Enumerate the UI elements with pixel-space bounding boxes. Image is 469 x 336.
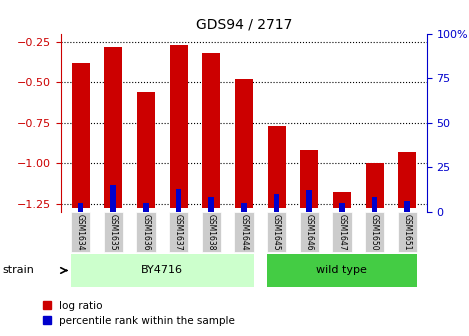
Bar — [404, 201, 410, 212]
Bar — [398, 152, 416, 208]
FancyBboxPatch shape — [71, 254, 254, 287]
Bar — [339, 203, 345, 212]
Text: wild type: wild type — [317, 265, 367, 276]
Bar — [306, 190, 312, 212]
Text: GSM1650: GSM1650 — [370, 213, 379, 250]
Text: GSM1651: GSM1651 — [403, 214, 412, 250]
FancyBboxPatch shape — [398, 212, 417, 252]
Text: GSM1635: GSM1635 — [109, 213, 118, 250]
Bar — [170, 45, 188, 208]
Bar — [143, 203, 149, 212]
FancyBboxPatch shape — [267, 212, 286, 252]
FancyBboxPatch shape — [365, 212, 384, 252]
FancyBboxPatch shape — [267, 254, 417, 287]
FancyBboxPatch shape — [169, 212, 188, 252]
Bar — [267, 126, 286, 208]
Bar — [274, 194, 280, 212]
Bar — [208, 198, 214, 212]
FancyBboxPatch shape — [136, 212, 156, 252]
FancyBboxPatch shape — [300, 212, 319, 252]
Text: GSM1638: GSM1638 — [207, 214, 216, 250]
Bar — [104, 47, 122, 208]
FancyBboxPatch shape — [202, 212, 221, 252]
FancyBboxPatch shape — [234, 212, 254, 252]
Text: strain: strain — [2, 265, 34, 276]
Text: GSM1637: GSM1637 — [174, 213, 183, 250]
Text: GSM1634: GSM1634 — [76, 213, 85, 250]
Bar — [202, 53, 220, 208]
Bar — [176, 188, 182, 212]
Bar — [365, 163, 384, 208]
Text: GSM1646: GSM1646 — [305, 213, 314, 250]
Bar — [72, 63, 90, 208]
Bar — [333, 192, 351, 208]
Bar — [110, 185, 116, 212]
Legend: log ratio, percentile rank within the sample: log ratio, percentile rank within the sa… — [43, 301, 235, 326]
Text: GSM1644: GSM1644 — [239, 213, 249, 250]
Bar — [137, 92, 155, 208]
Bar — [300, 150, 318, 208]
Bar — [78, 203, 83, 212]
Bar — [241, 203, 247, 212]
FancyBboxPatch shape — [104, 212, 123, 252]
Bar — [235, 79, 253, 208]
Text: GSM1636: GSM1636 — [141, 213, 151, 250]
FancyBboxPatch shape — [71, 212, 90, 252]
Text: BY4716: BY4716 — [141, 265, 183, 276]
Title: GDS94 / 2717: GDS94 / 2717 — [196, 17, 292, 31]
Text: GSM1647: GSM1647 — [337, 213, 347, 250]
FancyBboxPatch shape — [332, 212, 351, 252]
Text: GSM1645: GSM1645 — [272, 213, 281, 250]
Bar — [371, 198, 378, 212]
